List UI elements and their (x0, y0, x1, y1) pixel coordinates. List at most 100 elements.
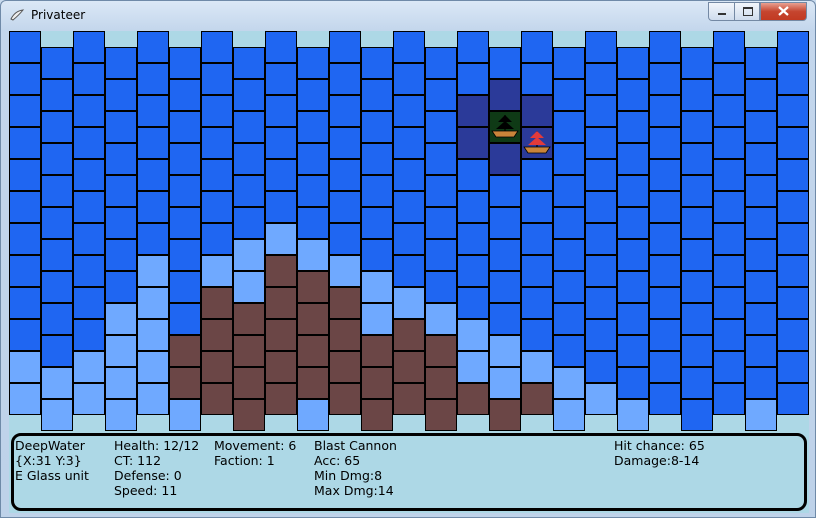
deep-water-tile[interactable] (41, 239, 73, 271)
land-tile[interactable] (521, 383, 553, 415)
shallow-water-tile[interactable] (585, 383, 617, 415)
shallow-water-tile[interactable] (105, 303, 137, 335)
land-tile[interactable] (297, 335, 329, 367)
deep-water-tile[interactable] (553, 335, 585, 367)
deep-water-tile[interactable] (265, 159, 297, 191)
deep-water-tile[interactable] (233, 207, 265, 239)
deep-water-tile[interactable] (649, 351, 681, 383)
deep-water-tile[interactable] (9, 127, 41, 159)
move-range-tile[interactable] (457, 127, 489, 159)
shallow-water-tile[interactable] (105, 367, 137, 399)
deep-water-tile[interactable] (137, 223, 169, 255)
deep-water-tile[interactable] (745, 303, 777, 335)
deep-water-tile[interactable] (457, 287, 489, 319)
deep-water-tile[interactable] (585, 223, 617, 255)
deep-water-tile[interactable] (329, 223, 361, 255)
deep-water-tile[interactable] (649, 383, 681, 415)
deep-water-tile[interactable] (9, 63, 41, 95)
minimize-button[interactable] (708, 2, 735, 21)
deep-water-tile[interactable] (521, 191, 553, 223)
deep-water-tile[interactable] (361, 79, 393, 111)
shallow-water-tile[interactable] (297, 399, 329, 431)
land-tile[interactable] (329, 351, 361, 383)
deep-water-tile[interactable] (169, 143, 201, 175)
land-tile[interactable] (425, 367, 457, 399)
land-tile[interactable] (201, 319, 233, 351)
deep-water-tile[interactable] (137, 159, 169, 191)
deep-water-tile[interactable] (457, 223, 489, 255)
deep-water-tile[interactable] (649, 159, 681, 191)
deep-water-tile[interactable] (649, 319, 681, 351)
deep-water-tile[interactable] (137, 95, 169, 127)
deep-water-tile[interactable] (777, 31, 809, 63)
deep-water-tile[interactable] (745, 175, 777, 207)
deep-water-tile[interactable] (105, 271, 137, 303)
deep-water-tile[interactable] (617, 271, 649, 303)
deep-water-tile[interactable] (425, 143, 457, 175)
deep-water-tile[interactable] (105, 111, 137, 143)
deep-water-tile[interactable] (745, 111, 777, 143)
shallow-water-tile[interactable] (169, 399, 201, 431)
shallow-water-tile[interactable] (73, 383, 105, 415)
deep-water-tile[interactable] (617, 79, 649, 111)
deep-water-tile[interactable] (585, 127, 617, 159)
deep-water-tile[interactable] (425, 111, 457, 143)
deep-water-tile[interactable] (521, 319, 553, 351)
maximize-button[interactable] (734, 2, 760, 21)
deep-water-tile[interactable] (777, 63, 809, 95)
deep-water-tile[interactable] (585, 191, 617, 223)
deep-water-tile[interactable] (73, 223, 105, 255)
deep-water-tile[interactable] (9, 319, 41, 351)
deep-water-tile[interactable] (9, 159, 41, 191)
deep-water-tile[interactable] (681, 207, 713, 239)
deep-water-tile[interactable] (201, 31, 233, 63)
deep-water-tile[interactable] (9, 255, 41, 287)
deep-water-tile[interactable] (457, 191, 489, 223)
deep-water-tile[interactable] (713, 95, 745, 127)
land-tile[interactable] (201, 351, 233, 383)
deep-water-tile[interactable] (73, 127, 105, 159)
deep-water-tile[interactable] (393, 63, 425, 95)
deep-water-tile[interactable] (553, 271, 585, 303)
shallow-water-tile[interactable] (41, 367, 73, 399)
shallow-water-tile[interactable] (137, 383, 169, 415)
deep-water-tile[interactable] (713, 31, 745, 63)
deep-water-tile[interactable] (425, 239, 457, 271)
deep-water-tile[interactable] (73, 95, 105, 127)
land-tile[interactable] (393, 351, 425, 383)
deep-water-tile[interactable] (361, 175, 393, 207)
shallow-water-tile[interactable] (137, 351, 169, 383)
deep-water-tile[interactable] (265, 191, 297, 223)
deep-water-tile[interactable] (41, 271, 73, 303)
shallow-water-tile[interactable] (489, 367, 521, 399)
deep-water-tile[interactable] (713, 287, 745, 319)
deep-water-tile[interactable] (169, 47, 201, 79)
deep-water-tile[interactable] (201, 223, 233, 255)
deep-water-tile[interactable] (41, 303, 73, 335)
land-tile[interactable] (457, 383, 489, 415)
deep-water-tile[interactable] (617, 303, 649, 335)
deep-water-tile[interactable] (73, 287, 105, 319)
deep-water-tile[interactable] (777, 351, 809, 383)
deep-water-tile[interactable] (169, 271, 201, 303)
deep-water-tile[interactable] (137, 31, 169, 63)
deep-water-tile[interactable] (617, 335, 649, 367)
deep-water-tile[interactable] (265, 95, 297, 127)
deep-water-tile[interactable] (297, 143, 329, 175)
deep-water-tile[interactable] (41, 335, 73, 367)
land-tile[interactable] (233, 303, 265, 335)
move-range-tile[interactable] (489, 143, 521, 175)
shallow-water-tile[interactable] (137, 287, 169, 319)
deep-water-tile[interactable] (73, 31, 105, 63)
deep-water-tile[interactable] (521, 159, 553, 191)
deep-water-tile[interactable] (585, 31, 617, 63)
land-tile[interactable] (265, 287, 297, 319)
land-tile[interactable] (233, 367, 265, 399)
deep-water-tile[interactable] (585, 255, 617, 287)
land-tile[interactable] (169, 335, 201, 367)
deep-water-tile[interactable] (745, 47, 777, 79)
deep-water-tile[interactable] (425, 207, 457, 239)
deep-water-tile[interactable] (137, 191, 169, 223)
deep-water-tile[interactable] (329, 127, 361, 159)
deep-water-tile[interactable] (681, 303, 713, 335)
